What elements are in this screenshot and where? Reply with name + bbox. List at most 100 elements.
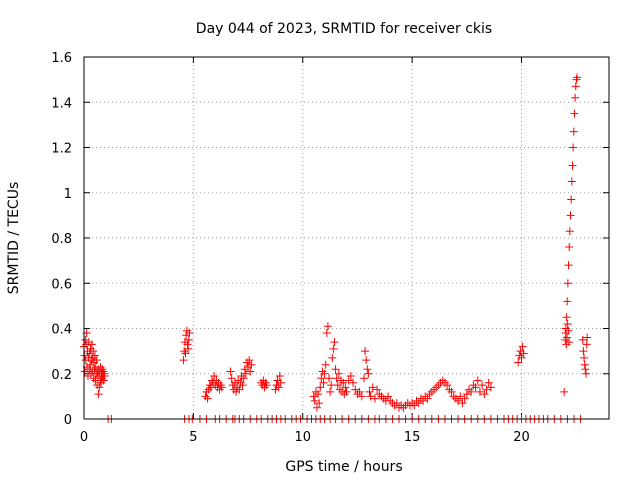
data-point bbox=[330, 338, 339, 347]
data-point bbox=[322, 329, 331, 338]
data-point bbox=[181, 349, 190, 358]
data-point bbox=[364, 369, 373, 378]
x-tick-labels: 0 5 10 15 20 bbox=[80, 430, 530, 445]
data-point bbox=[325, 374, 333, 383]
data-point bbox=[203, 394, 212, 403]
data-point bbox=[309, 392, 318, 401]
y-tick-label: 0.8 bbox=[51, 232, 72, 247]
data-point bbox=[179, 356, 188, 365]
data-point bbox=[328, 353, 337, 362]
data-point bbox=[425, 390, 434, 399]
data-point bbox=[323, 322, 332, 331]
data-point bbox=[460, 394, 469, 403]
y-tick-label: 1.4 bbox=[51, 96, 72, 111]
data-point bbox=[247, 360, 256, 369]
data-point bbox=[238, 381, 247, 390]
data-point bbox=[571, 82, 580, 91]
data-point bbox=[580, 353, 589, 362]
data-point bbox=[564, 261, 573, 270]
data-point bbox=[440, 378, 449, 387]
data-point bbox=[579, 347, 588, 356]
data-point bbox=[314, 390, 323, 399]
y-tick-label: 0 bbox=[64, 413, 72, 428]
data-point bbox=[210, 372, 219, 381]
data-point bbox=[560, 387, 569, 396]
data-point bbox=[351, 385, 360, 394]
data-point bbox=[235, 385, 244, 394]
data-point bbox=[515, 351, 524, 360]
grid-lines bbox=[84, 57, 609, 419]
data-point bbox=[562, 313, 571, 322]
data-point bbox=[226, 367, 235, 376]
data-point bbox=[432, 383, 441, 392]
data-point bbox=[215, 385, 224, 394]
data-point bbox=[419, 396, 428, 405]
data-point bbox=[340, 390, 349, 399]
x-tick-label: 10 bbox=[294, 430, 311, 445]
data-point bbox=[355, 387, 364, 396]
y-tick-label: 1.6 bbox=[51, 51, 72, 66]
data-point bbox=[438, 376, 447, 385]
data-point bbox=[458, 399, 467, 408]
data-point bbox=[467, 387, 476, 396]
data-point bbox=[570, 109, 579, 118]
data-point bbox=[566, 211, 575, 220]
data-point bbox=[569, 143, 578, 152]
data-point bbox=[386, 396, 395, 405]
y-tick-label: 0.6 bbox=[51, 277, 72, 292]
data-point bbox=[320, 369, 329, 378]
data-point bbox=[563, 279, 572, 288]
data-point bbox=[368, 383, 377, 392]
data-point bbox=[423, 394, 432, 403]
data-point bbox=[582, 369, 591, 378]
data-point bbox=[276, 378, 285, 387]
data-point bbox=[366, 392, 375, 401]
data-point bbox=[362, 356, 371, 365]
data-point bbox=[341, 383, 350, 392]
y-tick-label: 1.2 bbox=[51, 142, 72, 157]
data-point bbox=[217, 383, 226, 392]
data-point bbox=[95, 383, 104, 392]
data-point bbox=[564, 338, 573, 347]
data-point bbox=[430, 385, 438, 394]
data-point bbox=[274, 383, 283, 392]
data-point bbox=[379, 394, 388, 403]
data-point bbox=[399, 403, 408, 412]
chart-title: Day 044 of 2023, SRMTID for receiver cki… bbox=[196, 21, 492, 37]
data-point bbox=[90, 351, 99, 360]
data-point bbox=[410, 401, 419, 410]
data-point bbox=[357, 392, 366, 401]
data-point bbox=[344, 376, 353, 385]
data-point bbox=[568, 161, 577, 170]
axis-ticks bbox=[83, 56, 609, 420]
data-point bbox=[275, 372, 284, 381]
data-point bbox=[246, 367, 255, 376]
y-axis-label: SRMTID / TECUs bbox=[6, 182, 22, 295]
data-point bbox=[339, 378, 348, 387]
data-point bbox=[310, 396, 319, 405]
data-point bbox=[434, 381, 443, 390]
data-point bbox=[316, 383, 325, 392]
data-point bbox=[227, 374, 236, 383]
data-point bbox=[184, 344, 193, 353]
y-tick-label: 1 bbox=[64, 187, 72, 202]
data-point bbox=[445, 385, 454, 394]
data-point bbox=[94, 390, 103, 399]
data-point bbox=[573, 73, 582, 82]
data-point bbox=[563, 297, 572, 306]
data-point bbox=[482, 385, 491, 394]
data-point bbox=[427, 387, 436, 396]
data-point bbox=[342, 387, 351, 396]
data-point bbox=[421, 392, 430, 401]
x-tick-label: 20 bbox=[513, 430, 530, 445]
data-point bbox=[334, 369, 343, 378]
data-point bbox=[365, 387, 374, 396]
data-point bbox=[80, 367, 89, 376]
data-point bbox=[572, 75, 581, 84]
data-point bbox=[473, 376, 482, 385]
data-point bbox=[100, 372, 109, 381]
data-point bbox=[262, 381, 271, 390]
data-point bbox=[346, 372, 355, 381]
y-tick-labels: 0 0.2 0.4 0.6 0.8 1 1.2 1.4 1.6 bbox=[51, 51, 72, 428]
